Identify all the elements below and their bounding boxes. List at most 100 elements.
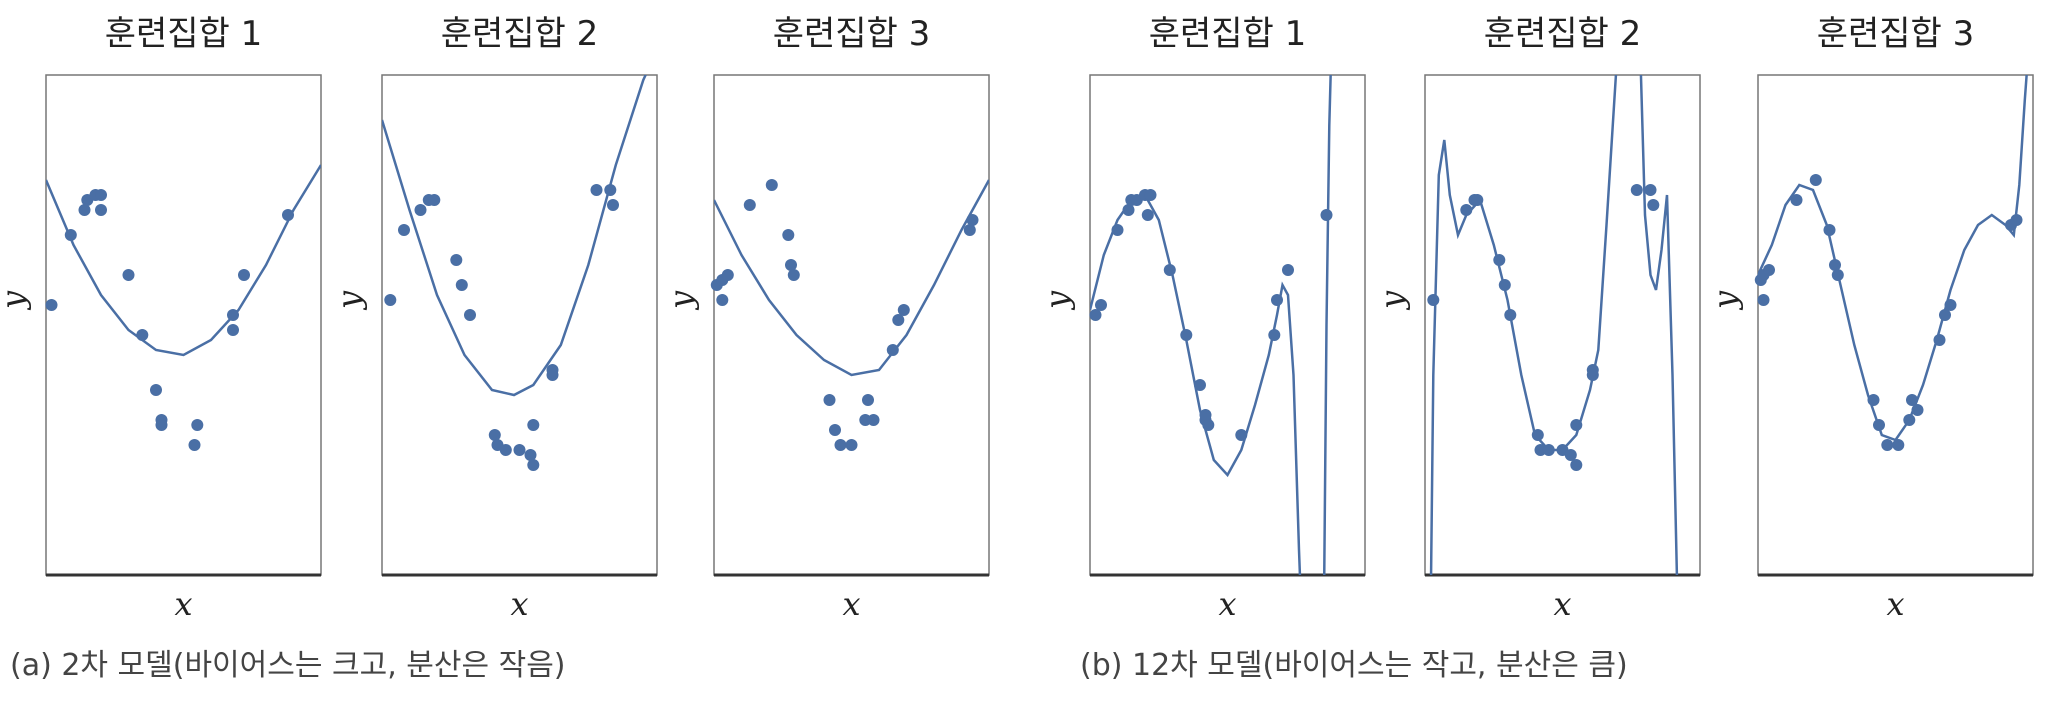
- caption-a: (a) 2차 모델(바이어스는 크고, 분산은 작음): [10, 648, 566, 683]
- data-point: [721, 269, 734, 281]
- data-point: [604, 184, 617, 196]
- data-point: [384, 294, 397, 306]
- data-point: [1268, 329, 1281, 341]
- plot-frame: [713, 74, 990, 576]
- data-point: [845, 439, 858, 451]
- data-point: [892, 314, 905, 326]
- data-point: [1542, 444, 1555, 456]
- plot-frame: [45, 74, 322, 576]
- data-point: [1493, 254, 1506, 266]
- fit-curve: [1090, 193, 1302, 575]
- data-point: [834, 439, 847, 451]
- data-point: [527, 459, 540, 471]
- data-point: [450, 254, 463, 266]
- data-point: [1570, 459, 1583, 471]
- data-point: [1873, 419, 1885, 431]
- data-point: [1534, 444, 1547, 456]
- data-point: [282, 209, 294, 221]
- data-point: [886, 344, 899, 356]
- data-point: [716, 294, 729, 306]
- data-point: [823, 394, 836, 406]
- y-axis-label: y: [1038, 290, 1076, 311]
- data-point: [897, 304, 910, 316]
- caption-b: (b) 12차 모델(바이어스는 작고, 분산은 큼): [1080, 648, 1628, 683]
- data-point: [1911, 404, 1924, 416]
- data-point: [238, 269, 250, 281]
- y-axis-label: y: [330, 290, 368, 311]
- data-point: [1867, 394, 1880, 406]
- data-point: [1903, 414, 1916, 426]
- panel-1: 훈련집합 1 x y: [0, 14, 322, 623]
- panel-4: 훈련집합 1 x y: [1038, 14, 1366, 623]
- data-point: [1933, 334, 1946, 346]
- data-point: [45, 299, 58, 311]
- data-point: [1141, 209, 1154, 221]
- data-point: [122, 269, 135, 281]
- panel-title: 훈련집합 1: [1149, 14, 1307, 54]
- panel-title: 훈련집합 3: [773, 14, 931, 54]
- fit-curve: [46, 164, 321, 357]
- data-point: [1790, 194, 1803, 206]
- data-point: [188, 439, 201, 451]
- data-point: [859, 414, 872, 426]
- y-axis-label: y: [662, 290, 700, 311]
- data-point: [414, 204, 427, 216]
- fit-curve-extra: [1639, 75, 1679, 575]
- plot-frame: [1424, 74, 1701, 576]
- data-point: [464, 309, 476, 321]
- panel-title: 훈련집합 1: [105, 14, 263, 54]
- plot-frame: [381, 74, 658, 576]
- data-point: [1881, 439, 1894, 451]
- data-point: [1763, 264, 1775, 276]
- data-point: [2010, 214, 2023, 226]
- data-point: [867, 414, 880, 426]
- data-point: [862, 394, 874, 406]
- y-axis-label: y: [1706, 290, 1744, 311]
- data-point: [1122, 204, 1135, 216]
- data-point: [455, 279, 468, 291]
- data-point: [1089, 309, 1102, 321]
- panel-3: 훈련집합 3 x y: [662, 14, 990, 623]
- data-point: [499, 444, 512, 456]
- panel-title: 훈련집합 2: [441, 14, 599, 54]
- fit-curve: [1758, 75, 2028, 442]
- data-point: [227, 324, 239, 336]
- data-point: [513, 444, 526, 456]
- data-point: [227, 309, 239, 321]
- data-point: [1906, 394, 1918, 406]
- data-point: [1471, 194, 1484, 206]
- data-point: [1531, 429, 1544, 441]
- data-point: [1498, 279, 1511, 291]
- data-point: [782, 229, 795, 241]
- data-point: [1939, 309, 1951, 321]
- fit-curve: [382, 75, 647, 397]
- data-point: [1647, 199, 1660, 211]
- data-point: [1892, 439, 1905, 451]
- data-point: [1144, 189, 1157, 201]
- data-point: [150, 384, 162, 396]
- data-point: [488, 429, 501, 441]
- data-point: [1504, 309, 1517, 321]
- data-point: [963, 224, 976, 236]
- data-point: [829, 424, 841, 436]
- panel-2: 훈련집합 2 x y: [330, 14, 658, 623]
- x-axis-label: x: [1553, 585, 1571, 623]
- data-point: [590, 184, 603, 196]
- data-point: [95, 204, 107, 216]
- fit-curve-extra: [1322, 75, 1332, 575]
- data-point: [136, 329, 149, 341]
- y-axis-label: y: [0, 290, 32, 311]
- x-axis-label: x: [1218, 585, 1236, 623]
- panel-title: 훈련집합 2: [1484, 14, 1642, 54]
- data-point: [966, 214, 979, 226]
- data-point: [191, 419, 204, 431]
- data-point: [1757, 294, 1770, 306]
- panel-6: 훈련집합 3 x y: [1706, 14, 2034, 623]
- x-axis-label: x: [1886, 585, 1904, 623]
- data-point: [1282, 264, 1294, 276]
- data-point: [1570, 419, 1583, 431]
- data-point: [1630, 184, 1643, 196]
- x-axis-label: x: [842, 585, 860, 623]
- data-point: [155, 419, 168, 431]
- data-point: [546, 364, 559, 376]
